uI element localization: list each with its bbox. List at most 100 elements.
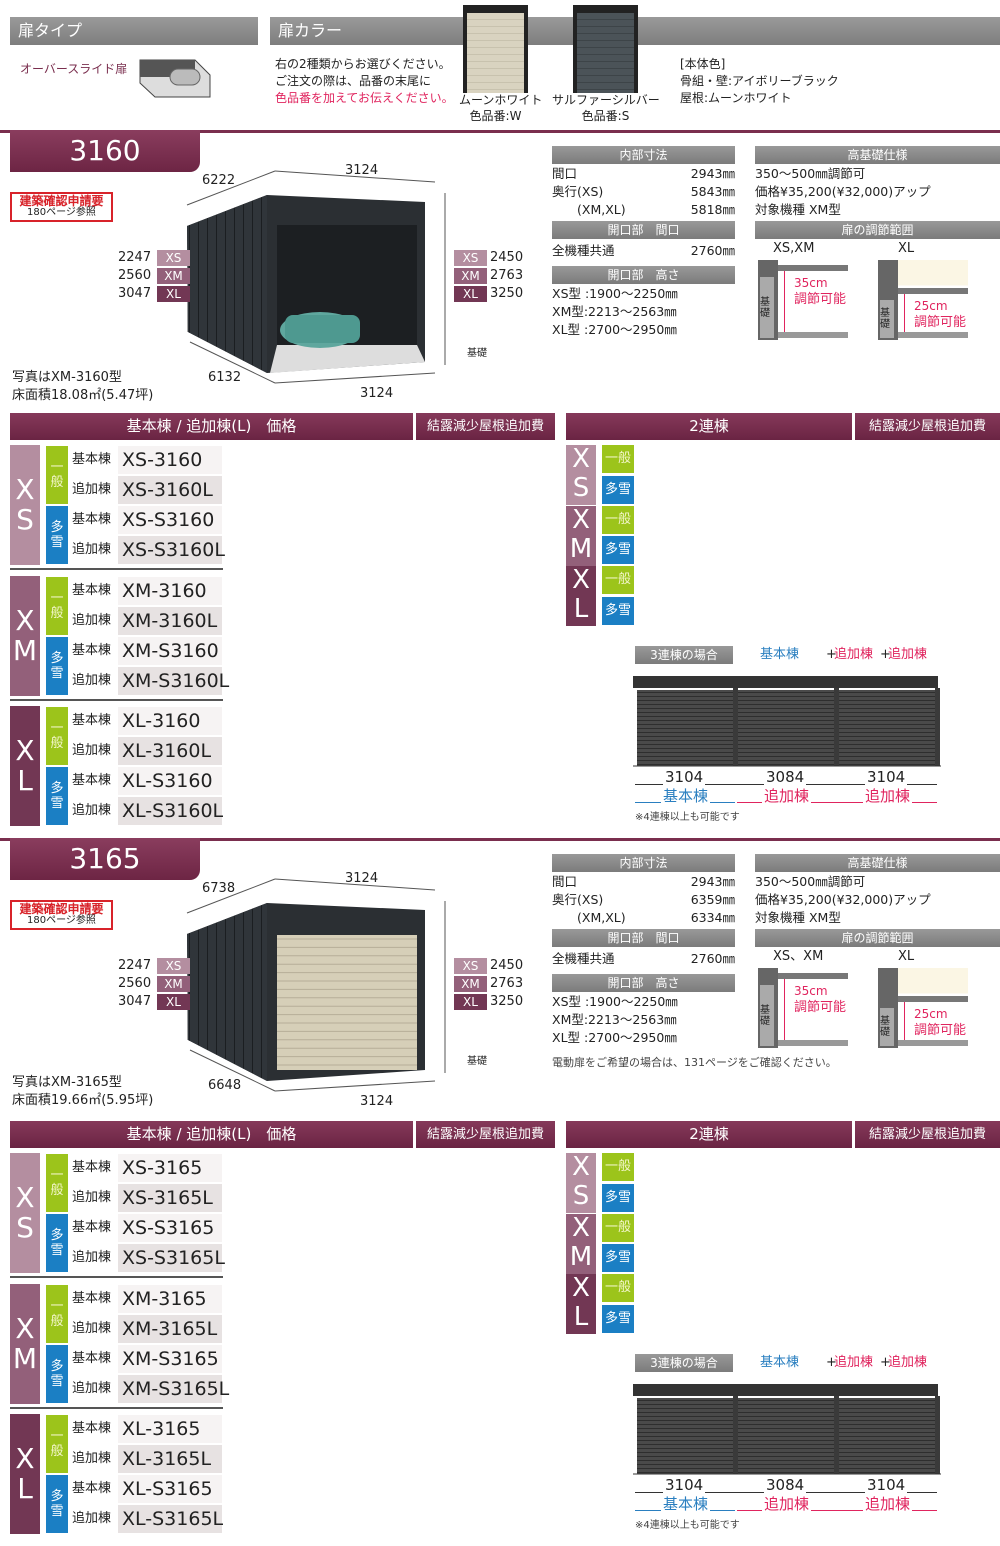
building-type-label: 追加棟: [72, 482, 112, 497]
permit-page-ref: 180ページ参照: [27, 915, 96, 926]
double-snow-type: 多雪: [602, 1244, 634, 1272]
building-permit-notice: 建築確認申請要 180ページ参照: [10, 900, 113, 930]
model-code: XS-3160L: [118, 476, 222, 504]
adjust-text: 調節可能: [914, 315, 967, 330]
model-number-tab: 3160: [10, 130, 200, 172]
interior-dim-row: 間口 2943㎜: [552, 165, 735, 183]
size-block: XL: [10, 706, 40, 826]
adjust-range: 35cm: [794, 276, 828, 290]
opening-height-row: XL型 :2700～2950㎜: [552, 1030, 677, 1045]
height-right-value: 3250: [490, 286, 524, 301]
height-right-value: 2763: [490, 268, 524, 283]
interior-dim-row: 奥行(XS) 5843㎜: [552, 183, 735, 201]
double-header: 2連棟: [566, 413, 852, 440]
model-code: XL-S3160L: [118, 797, 223, 825]
height-left-value: 3047: [118, 994, 152, 1009]
triple-unit: 基本棟: [661, 787, 711, 805]
adjust-arrow: [784, 979, 785, 1040]
double-snow-type: 多雪: [602, 475, 634, 504]
overslide-door-icon: [135, 55, 215, 100]
building-type-label: 追加棟: [72, 803, 112, 818]
opening-height-row: XM型:2213～2563㎜: [552, 1012, 677, 1027]
triple-width: 3084: [764, 1476, 807, 1494]
door-color-code: 色品番:S: [581, 109, 630, 123]
opening-width-row: 全機種共通 2760㎜: [552, 242, 735, 260]
interior-dims-header: 内部寸法: [552, 854, 735, 872]
door-color-name: ムーンホワイト: [459, 93, 543, 107]
model-code: XL-S3160: [118, 767, 222, 795]
building-type-label: 基本棟: [72, 1290, 112, 1306]
snow-type-block: 一般: [46, 707, 68, 765]
door-color-instruction: ご注文の際は、品番の末尾に: [275, 74, 432, 88]
dim-bottom-width: 3124: [360, 386, 394, 401]
building-type-label: 基本棟: [72, 582, 112, 598]
model-code: XS-S3165: [118, 1214, 222, 1242]
door-swatch-white: [463, 5, 528, 93]
diagram-foundation: 基礎: [880, 300, 894, 338]
building-type-label: 追加棟: [72, 1380, 112, 1396]
diagram-bottom-rail: [778, 332, 848, 338]
dim-bottom-depth: 6132: [208, 370, 242, 385]
model-code: XS-S3160L: [118, 536, 225, 564]
height-size-badge: XL: [157, 994, 190, 1010]
double-size-block: XM: [566, 505, 596, 566]
dim-top-depth: 6738: [202, 881, 236, 896]
snow-type-block: 多雪: [46, 1344, 68, 1403]
price-table-header: 基本棟 / 追加棟(L) 価格: [10, 1121, 413, 1148]
electric-door-note: 電動扉をご希望の場合は、131ページをご確認ください。: [552, 1056, 837, 1069]
door-type-header: 扉タイプ: [10, 17, 258, 45]
diagram-foundation: 基礎: [760, 277, 774, 338]
model-section-3165: 3165 建築確認申請要 180ページ参照 6738 3124 6648 3124 基礎 22…: [0, 838, 1000, 1546]
group-divider: [10, 1406, 223, 1409]
model-code: XM-3160: [118, 576, 222, 605]
permit-required: 建築確認申請要: [19, 194, 104, 208]
building-type-label: 追加棟: [72, 1451, 112, 1466]
dim-value: 2943㎜: [690, 874, 735, 889]
triple-note: ※4連棟以上も可能です: [635, 812, 740, 823]
dim-value: 2760㎜: [690, 243, 735, 258]
diagram-top-rail: [898, 288, 968, 294]
double-snow-type: 多雪: [602, 1183, 634, 1212]
height-size-badge: XL: [454, 286, 487, 302]
diagram-foundation: 基礎: [760, 985, 774, 1046]
building-type-label: 基本棟: [72, 773, 112, 788]
height-size-badge: XS: [454, 250, 487, 266]
permit-required: 建築確認申請要: [19, 902, 104, 916]
triple-formula-part: +: [826, 1355, 837, 1370]
height-size-badge: XL: [157, 286, 190, 302]
high-foundation-header: 高基礎仕様: [755, 854, 1000, 872]
building-type-label: 基本棟: [72, 713, 112, 728]
triple-width: 3104: [865, 1476, 908, 1494]
photo-caption: 写真はXM-3165型: [12, 1075, 122, 1090]
height-size-badge: XM: [454, 976, 487, 992]
snow-type-block: 一般: [46, 446, 68, 504]
adjust-size-label: XL: [898, 241, 915, 256]
dim-value: 5818㎜: [690, 202, 735, 217]
opening-width-header: 開口部 間口: [552, 929, 735, 947]
triple-unit-line-red: [737, 802, 937, 803]
building-type-label: 基本棟: [72, 642, 112, 658]
double-snow-type: 多雪: [602, 536, 634, 564]
opening-width-header: 開口部 間口: [552, 221, 735, 239]
double-header: 2連棟: [566, 1121, 852, 1148]
dim-label: 奥行(XS): [552, 892, 604, 907]
triple-unit: 基本棟: [661, 1495, 711, 1513]
model-code: XS-S3160: [118, 506, 222, 534]
triple-width: 3104: [865, 768, 908, 786]
high-foundation-header: 高基礎仕様: [755, 146, 1000, 164]
snow-type-block: 多雪: [46, 506, 68, 564]
door-color-instruction: 右の2種類からお選びください。: [275, 57, 451, 71]
snow-type-block: 一般: [46, 1284, 68, 1343]
double-size-block: XS: [566, 445, 596, 505]
photo-caption: 写真はXM-3160型: [12, 370, 122, 385]
double-extra-header: 結露減少屋根追加費: [855, 413, 1000, 440]
high-foundation-row: 対象機種 XM型: [755, 202, 841, 217]
building-type-label: 基本棟: [72, 512, 112, 527]
dim-value: 6334㎜: [690, 910, 735, 925]
building-type-label: 追加棟: [72, 1190, 112, 1205]
height-size-badge: XM: [157, 976, 190, 992]
model-code: XS-S3165L: [118, 1244, 225, 1272]
model-code: XM-S3165L: [118, 1374, 229, 1403]
adjust-size-label: XL: [898, 949, 915, 964]
adjust-arrow: [904, 1002, 905, 1040]
